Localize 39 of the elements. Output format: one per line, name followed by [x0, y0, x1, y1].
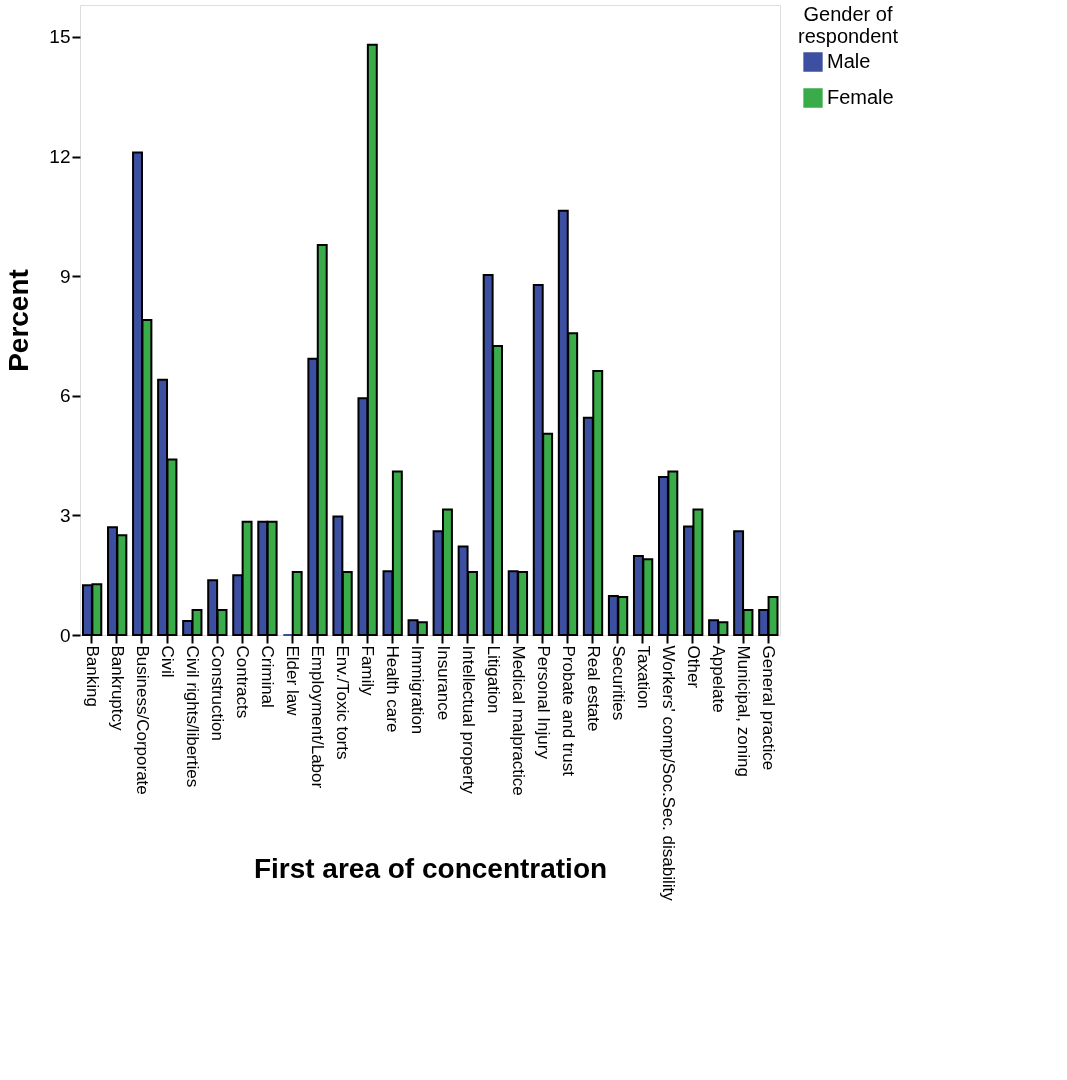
- x-tick-label: Taxation: [633, 645, 653, 709]
- y-tick-label: 12: [49, 146, 71, 168]
- legend-label: Female: [827, 86, 894, 108]
- x-tick-label: Family: [358, 645, 378, 697]
- x-tick-label: Health care: [383, 645, 403, 733]
- x-tick-label: Other: [683, 645, 703, 689]
- x-tick-label: Workers' comp/Soc.Sec. disability: [658, 645, 678, 902]
- x-tick-label: Probate and trust: [558, 645, 578, 777]
- x-tick-label: Construction: [208, 645, 228, 741]
- y-tick-label: 3: [59, 504, 71, 526]
- x-tick-label: Business/Corporate: [132, 645, 152, 795]
- y-tick-label: 15: [49, 26, 71, 48]
- y-tick-label: 0: [59, 624, 71, 646]
- x-tick-label: Securities: [608, 645, 628, 721]
- x-tick-label: Municipal, zoning: [734, 645, 754, 777]
- x-tick-label: Litigation: [483, 645, 503, 714]
- x-tick-label: Env./Toxic torts: [333, 645, 353, 760]
- legend-label: Male: [827, 50, 871, 72]
- y-axis-title: Percent: [3, 269, 35, 372]
- legend-title: Gender of respondent: [797, 3, 899, 47]
- x-tick-label: Civil rights/liberties: [183, 645, 203, 788]
- x-tick-label: Insurance: [433, 645, 453, 721]
- x-axis-title: First area of concentration: [253, 852, 608, 884]
- x-tick-label: Criminal: [258, 645, 278, 708]
- x-tick-label: Real estate: [583, 645, 603, 732]
- x-tick-label: Banking: [82, 645, 102, 707]
- x-tick-label: Contracts: [233, 645, 253, 719]
- x-tick-label: Elder law: [283, 645, 303, 717]
- x-tick-label: Intellectual property: [458, 645, 478, 795]
- x-tick-label: Employment/Labor: [308, 645, 328, 789]
- y-tick-label: 9: [59, 265, 71, 287]
- x-tick-label: Medical malpractice: [508, 645, 528, 796]
- x-tick-label: Appelate: [709, 645, 729, 713]
- x-tick-label: Personal Injury: [533, 645, 553, 760]
- x-tick-label: Bankruptcy: [107, 645, 127, 732]
- x-tick-label: Immigration: [408, 645, 428, 735]
- x-tick-label: General practice: [759, 645, 779, 771]
- y-tick-label: 6: [59, 385, 71, 407]
- x-tick-label: Civil: [158, 645, 178, 678]
